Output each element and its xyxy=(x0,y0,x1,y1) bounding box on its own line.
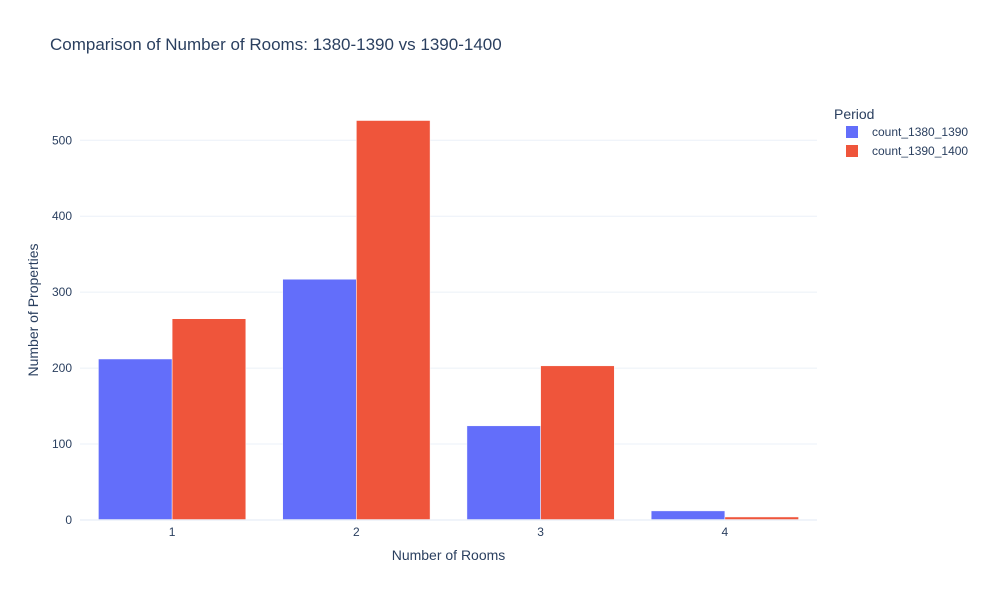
y-tick-label: 500 xyxy=(52,133,72,147)
chart-title: Comparison of Number of Rooms: 1380-1390… xyxy=(50,35,502,54)
bars xyxy=(98,120,799,521)
bar-count_1390_1400-3 xyxy=(540,365,615,521)
x-axis-ticks: 1 2 3 4 xyxy=(169,525,729,539)
legend-label: count_1380_1390 xyxy=(872,125,968,139)
x-tick-label: 4 xyxy=(722,525,729,539)
x-axis-title: Number of Rooms xyxy=(392,547,506,563)
legend: Period count_1380_1390 count_1390_1400 xyxy=(834,106,968,158)
y-tick-label: 400 xyxy=(52,209,72,223)
y-axis-ticks: 0 100 200 300 400 500 xyxy=(52,133,72,527)
legend-swatch xyxy=(846,145,858,157)
y-tick-label: 100 xyxy=(52,437,72,451)
bar-count_1380_1390-1 xyxy=(98,358,173,521)
y-tick-label: 200 xyxy=(52,361,72,375)
bar-count_1390_1400-1 xyxy=(171,318,247,521)
bar-count_1380_1390-2 xyxy=(282,278,357,521)
legend-label: count_1390_1400 xyxy=(872,144,968,158)
y-axis-title: Number of Properties xyxy=(25,243,41,376)
legend-items: count_1380_1390 count_1390_1400 xyxy=(846,125,968,158)
legend-swatch xyxy=(846,126,858,138)
x-tick-label: 1 xyxy=(169,525,176,539)
x-tick-label: 3 xyxy=(537,525,544,539)
y-tick-label: 300 xyxy=(52,285,72,299)
bar-count_1390_1400-2 xyxy=(356,120,431,521)
x-tick-label: 2 xyxy=(353,525,360,539)
legend-title: Period xyxy=(834,106,874,122)
y-tick-label: 0 xyxy=(65,513,72,527)
bar-count_1380_1390-3 xyxy=(466,425,541,521)
bar-count_1380_1390-4 xyxy=(650,510,726,521)
